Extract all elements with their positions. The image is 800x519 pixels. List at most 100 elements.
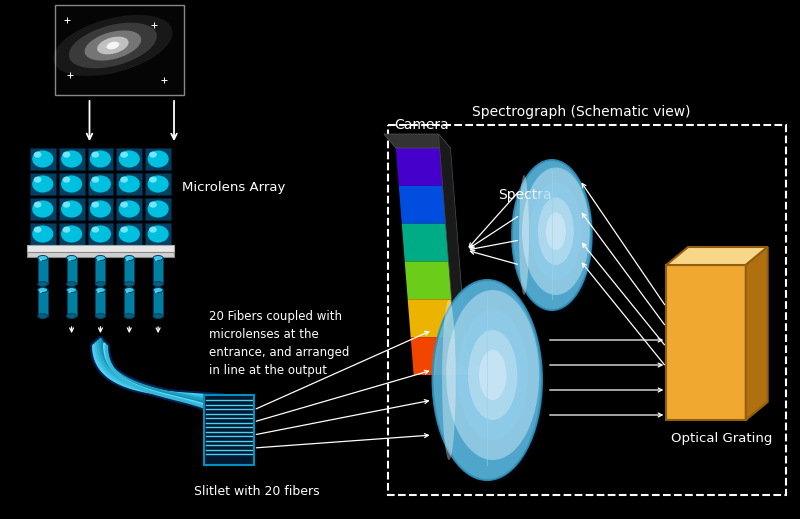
Bar <box>145 198 171 220</box>
Bar <box>38 290 48 316</box>
Bar <box>153 258 163 284</box>
Bar <box>145 173 171 195</box>
Ellipse shape <box>85 31 141 61</box>
Ellipse shape <box>68 291 71 293</box>
Bar <box>87 173 114 195</box>
Bar <box>38 258 48 284</box>
Bar <box>27 245 174 252</box>
Ellipse shape <box>90 175 111 193</box>
Text: Spectrograph (Schematic view): Spectrograph (Schematic view) <box>473 105 691 119</box>
Ellipse shape <box>433 280 542 480</box>
Ellipse shape <box>66 255 77 261</box>
Bar <box>145 223 171 245</box>
Ellipse shape <box>120 176 128 183</box>
Bar <box>124 290 134 316</box>
Ellipse shape <box>512 160 592 310</box>
Ellipse shape <box>515 163 594 313</box>
Ellipse shape <box>68 259 71 261</box>
Bar <box>95 258 106 284</box>
Ellipse shape <box>124 281 134 286</box>
Ellipse shape <box>530 183 582 280</box>
Ellipse shape <box>61 225 82 242</box>
Ellipse shape <box>34 152 42 158</box>
Ellipse shape <box>149 176 157 183</box>
Ellipse shape <box>62 226 70 233</box>
Ellipse shape <box>457 310 528 440</box>
Ellipse shape <box>38 281 48 286</box>
Bar <box>116 173 142 195</box>
Ellipse shape <box>120 226 128 233</box>
Ellipse shape <box>147 225 169 242</box>
Ellipse shape <box>34 201 42 208</box>
Bar <box>27 252 174 257</box>
Ellipse shape <box>91 226 99 233</box>
Polygon shape <box>408 299 466 337</box>
Text: Camera: Camera <box>394 118 449 132</box>
Polygon shape <box>398 186 457 224</box>
Bar <box>58 173 85 195</box>
Bar <box>95 290 106 316</box>
Ellipse shape <box>95 313 106 319</box>
Ellipse shape <box>124 313 134 319</box>
Ellipse shape <box>34 226 42 233</box>
Bar <box>666 265 746 420</box>
Ellipse shape <box>120 152 128 158</box>
Bar <box>54 5 184 95</box>
Ellipse shape <box>546 212 566 250</box>
Bar <box>388 125 786 495</box>
Ellipse shape <box>90 200 111 217</box>
Ellipse shape <box>126 259 129 261</box>
Bar <box>87 148 114 170</box>
Ellipse shape <box>91 201 99 208</box>
Polygon shape <box>396 148 454 186</box>
Bar <box>58 148 85 170</box>
Ellipse shape <box>126 291 129 293</box>
Ellipse shape <box>106 42 119 49</box>
Ellipse shape <box>435 283 545 483</box>
Ellipse shape <box>39 259 42 261</box>
Ellipse shape <box>479 350 506 400</box>
Ellipse shape <box>149 201 157 208</box>
Ellipse shape <box>95 288 106 293</box>
Text: Slitlet with 20 fibers: Slitlet with 20 fibers <box>194 485 319 498</box>
Ellipse shape <box>32 225 54 242</box>
Ellipse shape <box>118 151 140 168</box>
Bar <box>204 395 254 465</box>
Polygon shape <box>384 134 450 148</box>
Ellipse shape <box>442 300 456 460</box>
Ellipse shape <box>66 281 77 286</box>
Ellipse shape <box>149 152 157 158</box>
Bar <box>58 223 85 245</box>
Ellipse shape <box>62 176 70 183</box>
Ellipse shape <box>38 288 48 293</box>
Bar <box>116 223 142 245</box>
Ellipse shape <box>91 152 99 158</box>
Ellipse shape <box>62 201 70 208</box>
Ellipse shape <box>118 200 140 217</box>
Ellipse shape <box>66 288 77 293</box>
Ellipse shape <box>61 200 82 217</box>
Bar <box>30 148 56 170</box>
Ellipse shape <box>90 225 111 242</box>
Polygon shape <box>410 337 468 375</box>
Bar <box>153 290 163 316</box>
Ellipse shape <box>69 23 157 69</box>
Ellipse shape <box>61 151 82 168</box>
Ellipse shape <box>118 225 140 242</box>
Ellipse shape <box>91 176 99 183</box>
Ellipse shape <box>38 255 48 261</box>
Text: Microlens Array: Microlens Array <box>182 182 286 195</box>
Ellipse shape <box>62 152 70 158</box>
Bar <box>145 148 171 170</box>
Ellipse shape <box>95 255 106 261</box>
Ellipse shape <box>153 313 163 319</box>
Ellipse shape <box>97 259 100 261</box>
Bar <box>124 258 134 284</box>
Ellipse shape <box>97 291 100 293</box>
Ellipse shape <box>53 15 173 76</box>
Text: 20 Fibers coupled with
microlenses at the
entrance, and arranged
in line at the : 20 Fibers coupled with microlenses at th… <box>209 310 349 377</box>
Ellipse shape <box>90 151 111 168</box>
Ellipse shape <box>32 151 54 168</box>
Ellipse shape <box>147 151 169 168</box>
Polygon shape <box>402 224 459 262</box>
